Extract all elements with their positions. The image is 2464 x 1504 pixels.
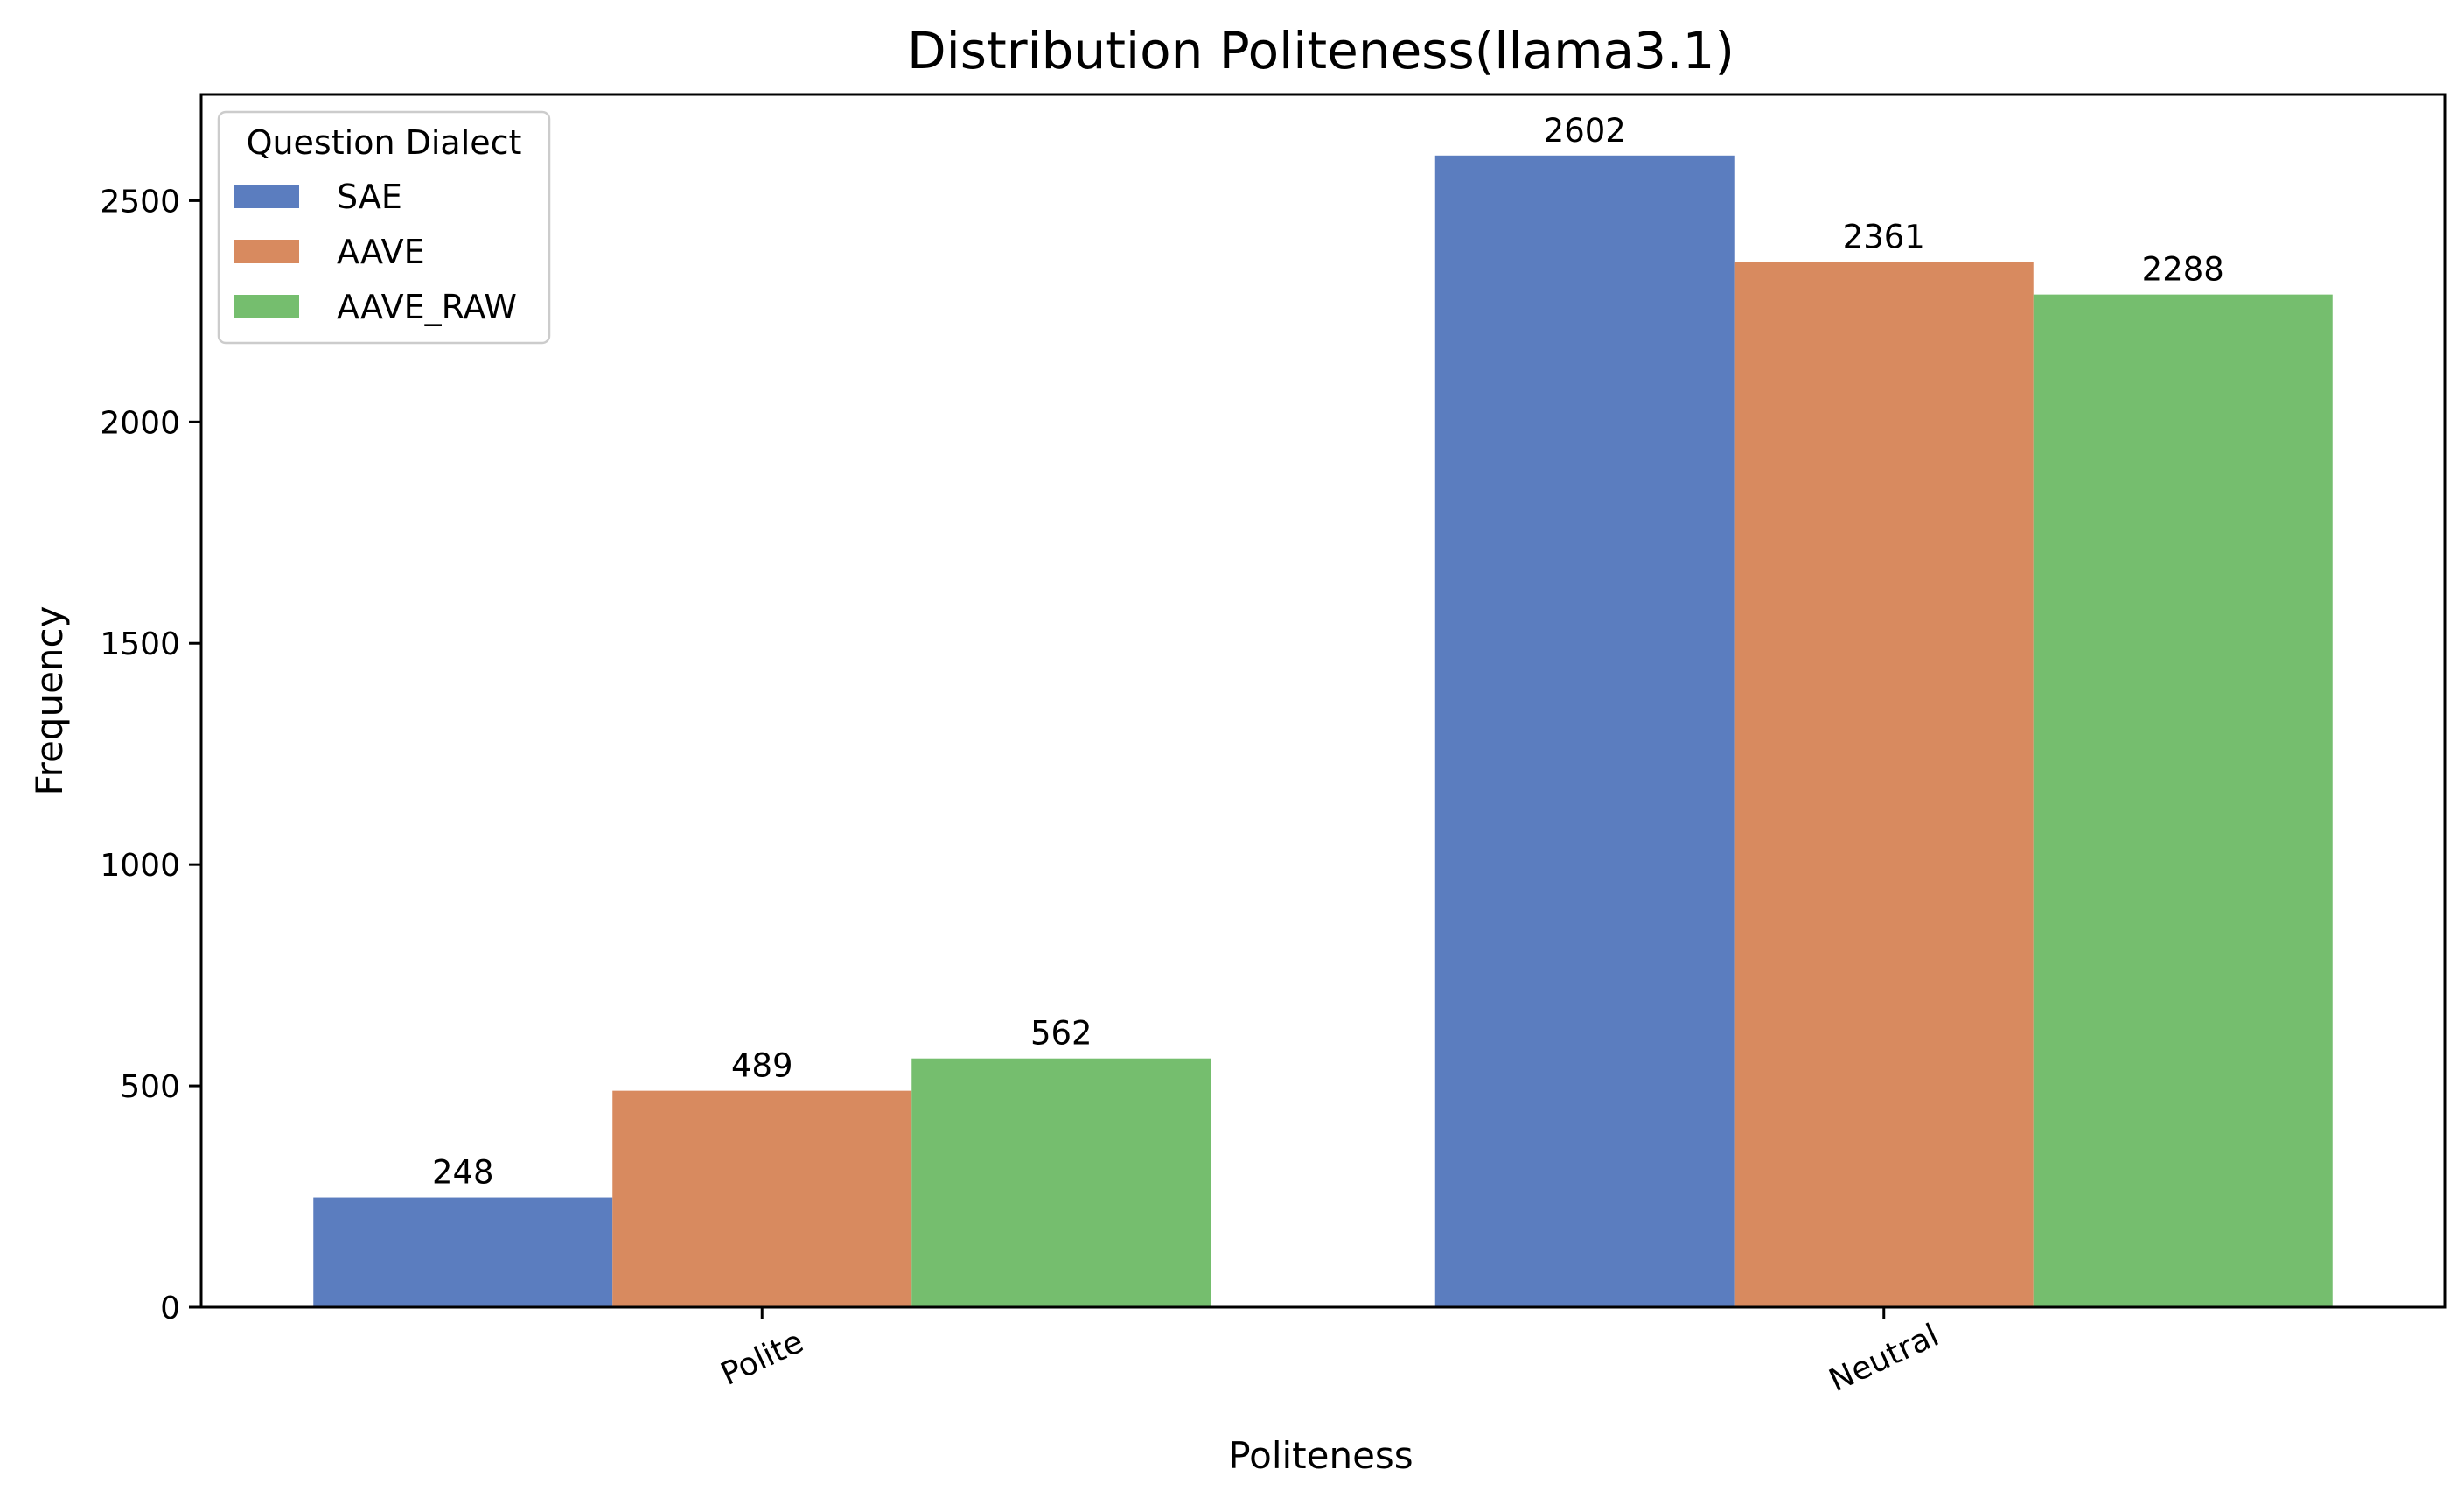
legend-swatch-sae	[234, 185, 299, 208]
x-axis-label: Politeness	[1228, 1434, 1413, 1477]
legend: Question Dialect SAE AAVE AAVE_RAW	[217, 110, 551, 345]
legend-swatch-aave_raw	[234, 295, 299, 318]
bars-group	[313, 155, 2333, 1308]
bar-value-label: 562	[1030, 1015, 1092, 1053]
x-tick-label: Polite	[715, 1324, 809, 1393]
plot-frame	[199, 93, 2447, 1309]
bar-value-label: 2602	[1544, 112, 1626, 150]
y-axis: 0 500 1000 1500 2000 2500	[100, 184, 201, 1326]
bar-value-label: 248	[432, 1154, 494, 1192]
legend-label-aave: AAVE	[337, 233, 425, 271]
y-axis-label: Frequency	[28, 606, 71, 796]
y-tick-label: 2500	[100, 184, 180, 220]
bar-value-label: 2361	[1843, 219, 1925, 256]
legend-entries: SAE AAVE AAVE_RAW	[234, 178, 517, 326]
legend-box	[217, 110, 551, 345]
bar-sae-polite	[313, 1197, 613, 1307]
y-tick-label: 2000	[100, 405, 180, 441]
x-tick-label: Neutral	[1824, 1318, 1944, 1399]
chart-title: Distribution Politeness(llama3.1)	[907, 21, 1735, 80]
bar-sae-neutral	[1434, 155, 1735, 1308]
legend-swatch-aave	[234, 240, 299, 263]
bar-aave_raw-neutral	[2033, 294, 2333, 1307]
legend-label-sae: SAE	[337, 178, 402, 216]
legend-title: Question Dialect	[247, 123, 522, 162]
y-tick-label: 1500	[100, 626, 180, 662]
y-tick-label: 0	[160, 1291, 180, 1326]
y-tick-label: 1000	[100, 848, 180, 884]
bar-labels-group: 248 2602 489 2361 562 2288	[432, 112, 2224, 1192]
bar-value-label: 2288	[2142, 251, 2224, 289]
legend-label-aave_raw: AAVE_RAW	[337, 288, 517, 326]
bar-aave-neutral	[1734, 262, 2034, 1307]
bar-aave-polite	[612, 1090, 912, 1307]
x-axis: Polite Neutral	[715, 1307, 1944, 1399]
y-tick-label: 500	[120, 1069, 180, 1105]
bar-value-label: 489	[731, 1047, 793, 1085]
bar-aave_raw-polite	[911, 1058, 1211, 1307]
